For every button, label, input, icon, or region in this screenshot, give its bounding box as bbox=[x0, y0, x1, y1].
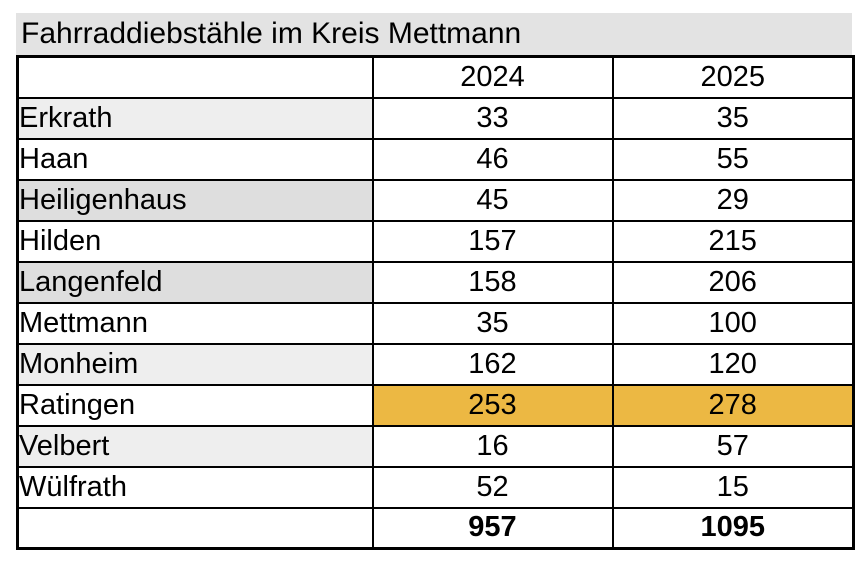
value-cell-2024: 46 bbox=[371, 137, 614, 181]
totals-2024-cell: 957 bbox=[371, 506, 614, 550]
value-cell-2024: 33 bbox=[371, 96, 614, 140]
city-name-cell: Heiligenhaus bbox=[16, 178, 374, 222]
header-cell-2024: 2024 bbox=[371, 55, 614, 99]
table-row: Erkrath 33 35 bbox=[16, 96, 855, 140]
value-cell-2024: 157 bbox=[371, 219, 614, 263]
table-row: Hilden 157 215 bbox=[16, 219, 855, 263]
data-table: 2024 2025 Erkrath 33 35 Haan 46 55 Heiligenhau… bbox=[16, 55, 855, 550]
totals-row: 957 1095 bbox=[16, 506, 855, 550]
totals-2025-cell: 1095 bbox=[611, 506, 855, 550]
value-cell-2025: 15 bbox=[611, 465, 855, 509]
header-cell-empty bbox=[16, 55, 374, 99]
table-row: Wülfrath 52 15 bbox=[16, 465, 855, 509]
table-row: Ratingen 253 278 bbox=[16, 383, 855, 427]
value-cell-2024: 52 bbox=[371, 465, 614, 509]
value-cell-2025: 35 bbox=[611, 96, 855, 140]
value-cell-2025: 206 bbox=[611, 260, 855, 304]
header-row: 2024 2025 bbox=[16, 55, 855, 99]
city-name-cell: Langenfeld bbox=[16, 260, 374, 304]
table-sheet: Fahrraddiebstähle im Kreis Mettmann 2024… bbox=[16, 13, 855, 550]
value-cell-2025: 120 bbox=[611, 342, 855, 386]
city-name-cell: Wülfrath bbox=[16, 465, 374, 509]
value-cell-2024: 35 bbox=[371, 301, 614, 345]
table-row: Monheim 162 120 bbox=[16, 342, 855, 386]
value-cell-2025: 29 bbox=[611, 178, 855, 222]
table-title: Fahrraddiebstähle im Kreis Mettmann bbox=[16, 13, 852, 55]
value-cell-2024: 253 bbox=[371, 383, 614, 427]
value-cell-2024: 16 bbox=[371, 424, 614, 468]
value-cell-2025: 100 bbox=[611, 301, 855, 345]
table-row: Mettmann 35 100 bbox=[16, 301, 855, 345]
city-name-cell: Velbert bbox=[16, 424, 374, 468]
value-cell-2024: 158 bbox=[371, 260, 614, 304]
table-row: Heiligenhaus 45 29 bbox=[16, 178, 855, 222]
table-row: Haan 46 55 bbox=[16, 137, 855, 181]
value-cell-2025: 55 bbox=[611, 137, 855, 181]
city-name-cell: Haan bbox=[16, 137, 374, 181]
city-name-cell: Monheim bbox=[16, 342, 374, 386]
value-cell-2024: 45 bbox=[371, 178, 614, 222]
totals-label-cell bbox=[16, 506, 374, 550]
header-cell-2025: 2025 bbox=[611, 55, 855, 99]
value-cell-2025: 215 bbox=[611, 219, 855, 263]
city-name-cell: Hilden bbox=[16, 219, 374, 263]
table-body: 2024 2025 Erkrath 33 35 Haan 46 55 Heiligenhau… bbox=[16, 55, 855, 550]
city-name-cell: Mettmann bbox=[16, 301, 374, 345]
value-cell-2024: 162 bbox=[371, 342, 614, 386]
city-name-cell: Erkrath bbox=[16, 96, 374, 140]
value-cell-2025: 57 bbox=[611, 424, 855, 468]
value-cell-2025: 278 bbox=[611, 383, 855, 427]
table-row: Velbert 16 57 bbox=[16, 424, 855, 468]
city-name-cell: Ratingen bbox=[16, 383, 374, 427]
table-row: Langenfeld 158 206 bbox=[16, 260, 855, 304]
